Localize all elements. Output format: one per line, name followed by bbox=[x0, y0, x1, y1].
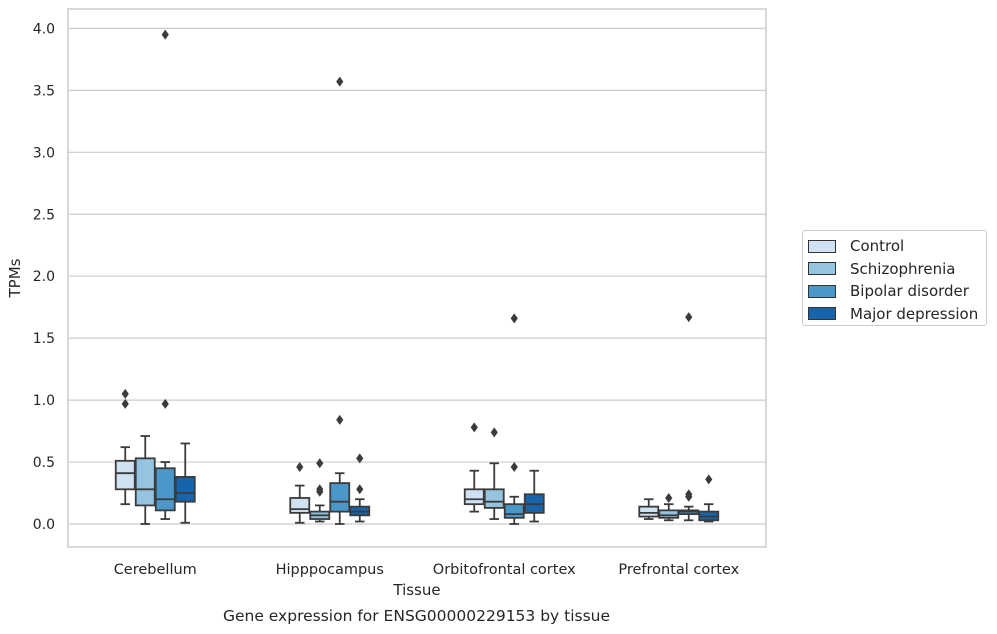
x-tick-label: Hipppocampus bbox=[276, 562, 384, 578]
legend: Control Schizophrenia Bipolar disorder Majo… bbox=[802, 230, 987, 326]
figure-caption: Gene expression for ENSG00000229153 by t… bbox=[222, 607, 611, 625]
box-control bbox=[114, 388, 136, 506]
box-iqr bbox=[483, 488, 505, 509]
outlier-point bbox=[510, 462, 518, 473]
y-tick-label: 0.5 bbox=[33, 455, 55, 471]
box-schizophrenia bbox=[483, 427, 505, 520]
box-iqr bbox=[658, 509, 680, 519]
outlier-point bbox=[336, 76, 344, 87]
outlier-point bbox=[705, 474, 713, 485]
outlier-point bbox=[121, 398, 129, 409]
box-schizophrenia bbox=[309, 458, 331, 523]
outlier-point bbox=[356, 484, 364, 495]
box-major-depression bbox=[174, 442, 196, 524]
y-tick-label: 2.5 bbox=[33, 207, 55, 223]
legend-label: Control bbox=[850, 237, 905, 256]
box-iqr bbox=[174, 476, 196, 503]
y-tick-label: 0.0 bbox=[33, 517, 55, 533]
box-iqr bbox=[154, 467, 176, 512]
legend-swatch bbox=[808, 284, 836, 298]
y-axis-label: TPMs bbox=[6, 258, 24, 298]
outlier-point bbox=[161, 29, 169, 40]
y-tick-label: 1.0 bbox=[33, 393, 55, 409]
outlier-point bbox=[336, 414, 344, 425]
x-tick-label: Orbitofrontal cortex bbox=[433, 562, 576, 578]
x-axis-label: Tissue bbox=[392, 581, 440, 599]
y-tick-label: 3.0 bbox=[33, 145, 55, 161]
box-control bbox=[638, 498, 660, 520]
box-bipolar-disorder bbox=[329, 76, 351, 525]
legend-item: Schizophrenia bbox=[808, 258, 986, 281]
outlier-point bbox=[665, 492, 673, 503]
legend-label: Bipolar disorder bbox=[850, 282, 969, 301]
outlier-point bbox=[685, 312, 693, 323]
box-bipolar-disorder bbox=[154, 29, 176, 520]
box-major-depression bbox=[349, 453, 371, 523]
outlier-point bbox=[470, 422, 478, 433]
legend-swatch bbox=[808, 262, 836, 276]
legend-swatch bbox=[808, 307, 836, 321]
outlier-point bbox=[316, 458, 324, 469]
box-major-depression bbox=[523, 469, 545, 523]
outlier-point bbox=[296, 462, 304, 473]
box-iqr bbox=[329, 482, 351, 513]
y-tick-label: 4.0 bbox=[33, 21, 55, 37]
legend-item: Bipolar disorder bbox=[808, 280, 986, 303]
outlier-point bbox=[161, 398, 169, 409]
x-tick-label: Cerebellum bbox=[114, 562, 197, 578]
box-iqr bbox=[503, 503, 525, 519]
legend-item: Major depression bbox=[808, 303, 986, 326]
outlier-point bbox=[510, 313, 518, 324]
legend-item: Control bbox=[808, 235, 986, 258]
box-iqr bbox=[463, 488, 485, 506]
box-bipolar-disorder bbox=[678, 312, 700, 522]
outlier-point bbox=[356, 453, 364, 464]
box-bipolar-disorder bbox=[503, 313, 525, 525]
box-iqr bbox=[289, 497, 311, 514]
y-tick-label: 2.0 bbox=[33, 269, 55, 285]
outlier-point bbox=[121, 388, 129, 399]
legend-label: Major depression bbox=[850, 304, 979, 323]
legend-swatch bbox=[808, 239, 836, 253]
axis-ticks: 0.0 0.5 1.0 1.5 2.0 2.5 3.0 3.5 4.0 Cerebellum Hip… bbox=[33, 21, 740, 578]
outlier-point bbox=[685, 491, 693, 502]
box-control bbox=[289, 462, 311, 524]
outlier-point bbox=[316, 486, 324, 497]
box-iqr bbox=[134, 457, 156, 507]
x-tick-label: Prefrontal cortex bbox=[618, 562, 739, 578]
box-schizophrenia bbox=[134, 435, 156, 525]
box-iqr bbox=[638, 505, 660, 518]
box-schizophrenia bbox=[658, 492, 680, 522]
box-major-depression bbox=[698, 474, 720, 523]
y-tick-label: 1.5 bbox=[33, 331, 55, 347]
box-iqr bbox=[114, 459, 136, 491]
plot-frame bbox=[67, 8, 767, 548]
box-series-layer bbox=[114, 29, 720, 525]
y-tick-label: 3.5 bbox=[33, 83, 55, 99]
gridlines bbox=[68, 27, 766, 525]
box-control bbox=[463, 422, 485, 513]
legend-label: Schizophrenia bbox=[850, 259, 956, 278]
outlier-point bbox=[490, 427, 498, 438]
